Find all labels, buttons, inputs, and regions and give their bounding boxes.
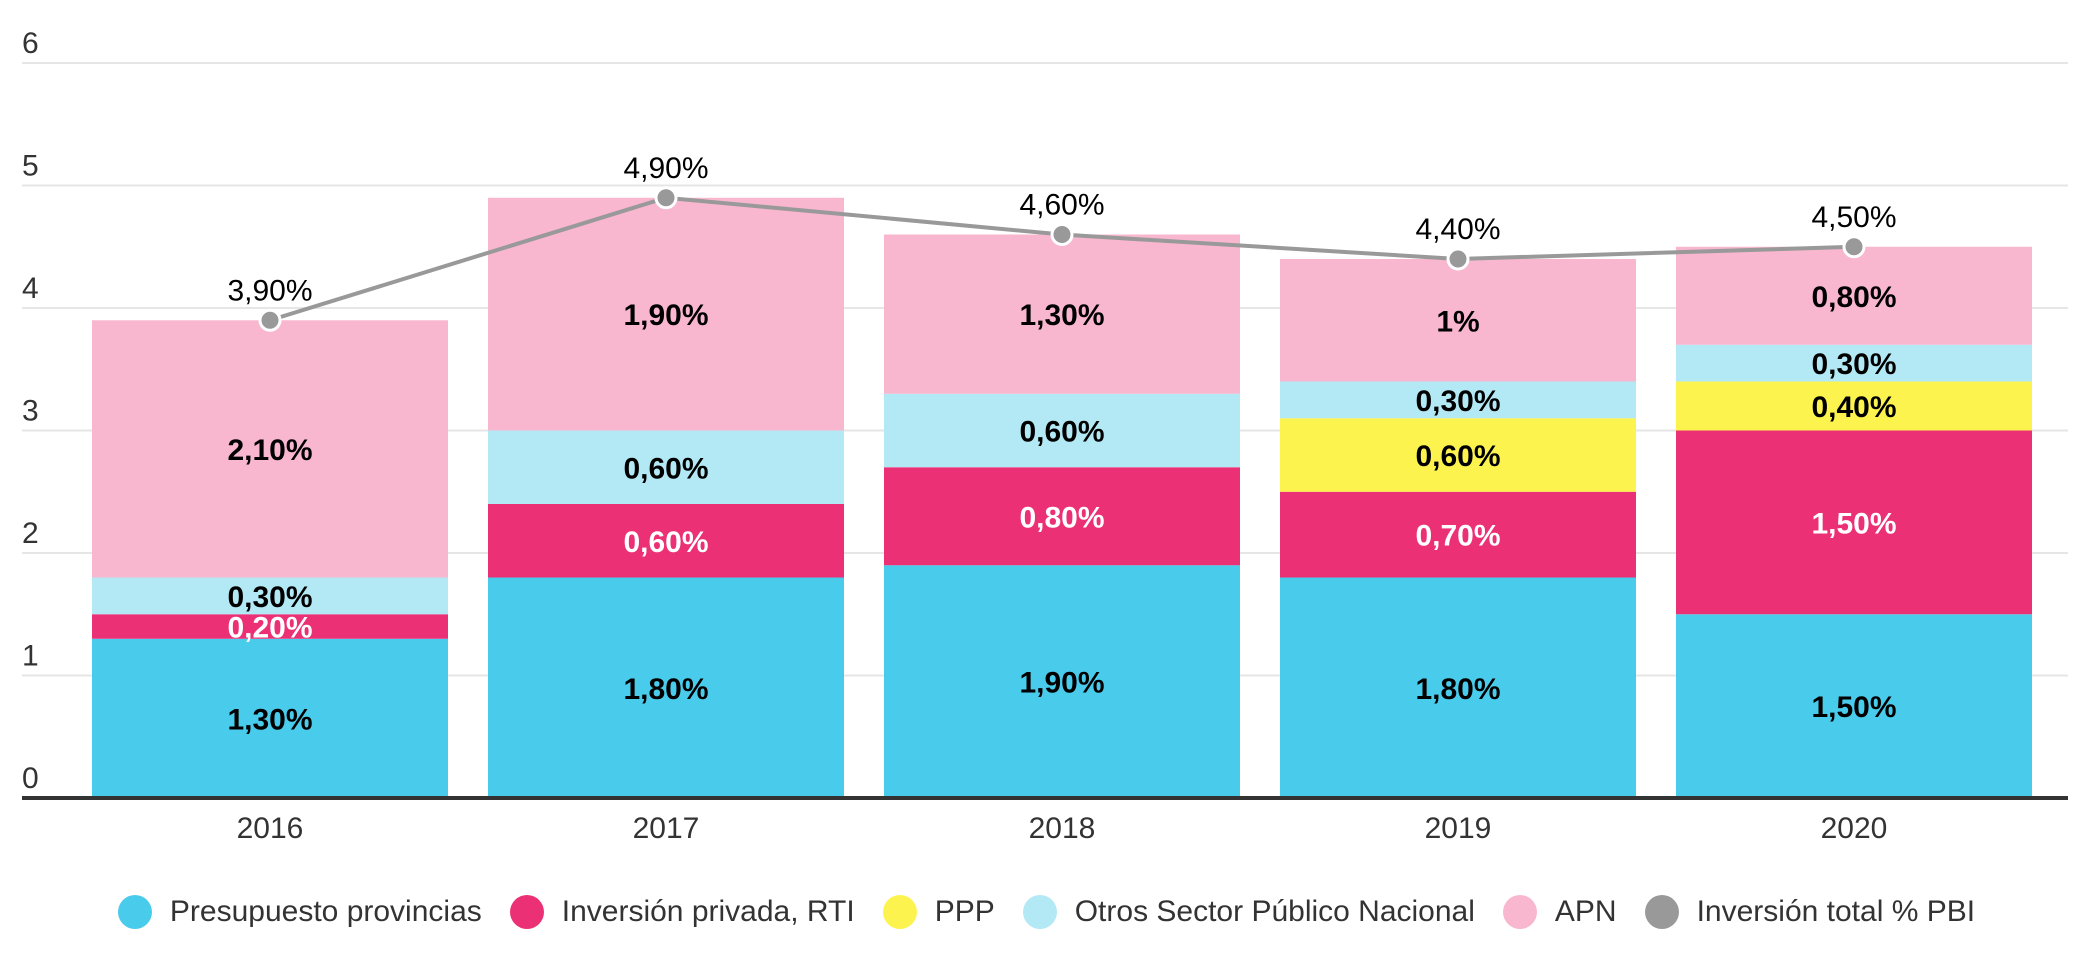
y-tick-label: 4 bbox=[22, 272, 39, 305]
bar-segment bbox=[1676, 430, 2032, 615]
legend-swatch bbox=[509, 895, 544, 929]
data-label: 0,60% bbox=[623, 452, 708, 485]
y-tick-label: 0 bbox=[22, 762, 39, 795]
data-label: 0,30% bbox=[1415, 385, 1500, 418]
x-tick-label: 2020 bbox=[1821, 812, 1888, 845]
bar-segment bbox=[1280, 381, 1636, 419]
bar-segment bbox=[1280, 259, 1636, 382]
x-tick-label: 2016 bbox=[237, 812, 304, 845]
legend-label: Inversión privada, RTI bbox=[561, 895, 855, 928]
total-label: 4,40% bbox=[1415, 213, 1500, 246]
bar-segment bbox=[1280, 577, 1636, 798]
data-label: 1% bbox=[1436, 305, 1479, 338]
data-label: 0,40% bbox=[1811, 391, 1896, 424]
total-point bbox=[654, 186, 678, 210]
bar-segment bbox=[488, 577, 844, 798]
bar-segment bbox=[92, 577, 448, 615]
y-tick-label: 2 bbox=[22, 517, 39, 550]
data-label: 0,60% bbox=[1019, 416, 1104, 449]
data-label: 0,80% bbox=[1811, 281, 1896, 314]
legend-item: Inversión privada, RTI bbox=[509, 895, 855, 929]
data-label: 0,30% bbox=[1811, 348, 1896, 381]
bar-segment bbox=[884, 565, 1240, 798]
total-point bbox=[1446, 247, 1470, 271]
x-tick-label: 2018 bbox=[1029, 812, 1096, 845]
legend-label: PPP bbox=[934, 895, 995, 928]
data-label: 0,60% bbox=[1415, 440, 1500, 473]
total-label: 3,90% bbox=[227, 274, 312, 307]
bar-segment bbox=[92, 638, 448, 798]
data-label: 1,30% bbox=[1019, 299, 1104, 332]
legend-swatch bbox=[1644, 895, 1679, 929]
data-label: 0,20% bbox=[227, 612, 312, 645]
legend-item: APN bbox=[1502, 895, 1617, 929]
total-label: 4,50% bbox=[1811, 201, 1896, 234]
data-label: 0,30% bbox=[227, 581, 312, 614]
bar-segment bbox=[1280, 491, 1636, 578]
bar-segment bbox=[884, 467, 1240, 566]
total-point bbox=[1050, 223, 1074, 246]
legend-label: Inversión total % PBI bbox=[1696, 895, 1976, 928]
data-label: 1,90% bbox=[623, 299, 708, 332]
y-tick-label: 3 bbox=[22, 395, 39, 428]
bar-segment bbox=[1280, 418, 1636, 492]
data-label: 0,80% bbox=[1019, 501, 1104, 534]
bar-segment bbox=[92, 614, 448, 639]
bar-segment bbox=[1676, 381, 2032, 431]
data-label: 1,90% bbox=[1019, 667, 1104, 700]
chart-plot: 0 1 2 3 4 5 6 1,30% 1,80% 1,90% 1,80% 1,50% 0,20% 0,6… bbox=[22, 27, 2068, 845]
total-point bbox=[1842, 235, 1866, 259]
x-tick-label: 2019 bbox=[1425, 812, 1492, 845]
bar-segment bbox=[1676, 614, 2032, 798]
legend-item: Otros Sector Público Nacional bbox=[1022, 895, 1475, 929]
data-label: 0,70% bbox=[1415, 520, 1500, 553]
chart-legend: Presupuesto provincias Inversión privada,… bbox=[0, 895, 2093, 929]
legend-item: PPP bbox=[882, 895, 995, 929]
data-label: 1,50% bbox=[1811, 691, 1896, 724]
data-label: 2,10% bbox=[227, 434, 312, 467]
bar-segment bbox=[1676, 344, 2032, 382]
legend-label: Otros Sector Público Nacional bbox=[1074, 895, 1475, 928]
bar-segment bbox=[884, 393, 1240, 468]
bar-segment bbox=[884, 234, 1240, 394]
data-label: 1,80% bbox=[623, 673, 708, 706]
data-label: 1,30% bbox=[227, 703, 312, 736]
x-tick-label: 2017 bbox=[633, 812, 700, 845]
y-tick-label: 5 bbox=[22, 150, 39, 183]
total-label: 4,60% bbox=[1019, 189, 1104, 222]
y-tick-label: 1 bbox=[22, 640, 39, 673]
data-label: 1,80% bbox=[1415, 673, 1500, 706]
legend-swatch bbox=[1022, 895, 1057, 929]
y-tick-label: 6 bbox=[22, 27, 39, 60]
bar-segment bbox=[488, 430, 844, 504]
legend-item: Presupuesto provincias bbox=[117, 895, 482, 929]
legend-label: Presupuesto provincias bbox=[169, 895, 482, 928]
data-label: 1,50% bbox=[1811, 507, 1896, 540]
bar-segment bbox=[488, 504, 844, 578]
data-label: 0,60% bbox=[623, 526, 708, 559]
bar-segment bbox=[92, 320, 448, 578]
legend-swatch bbox=[117, 895, 152, 929]
legend-swatch bbox=[882, 895, 917, 929]
total-point bbox=[258, 308, 282, 332]
legend-item: Inversión total % PBI bbox=[1644, 895, 1976, 929]
bar-segment bbox=[1676, 246, 2032, 345]
legend-swatch bbox=[1502, 895, 1537, 929]
legend-label: APN bbox=[1554, 895, 1617, 928]
total-label: 4,90% bbox=[623, 152, 708, 185]
